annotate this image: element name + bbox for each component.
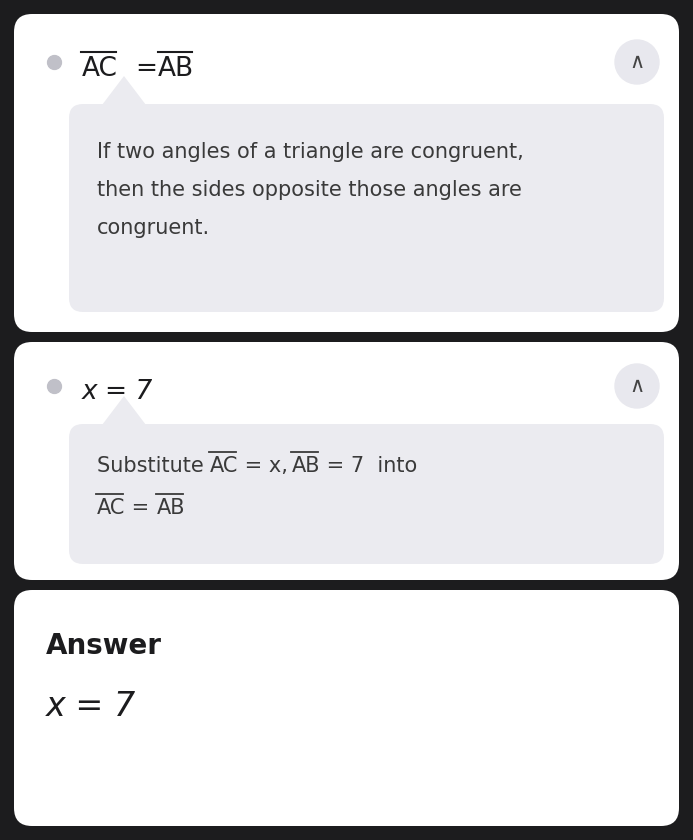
Text: =: = xyxy=(135,56,157,82)
Text: x = 7: x = 7 xyxy=(46,690,137,723)
Text: ∧: ∧ xyxy=(629,52,644,72)
Text: AB: AB xyxy=(292,456,320,476)
Text: AC: AC xyxy=(210,456,238,476)
FancyBboxPatch shape xyxy=(14,590,679,826)
Text: x = 7: x = 7 xyxy=(82,379,153,405)
Text: AB: AB xyxy=(158,56,194,82)
Text: AB: AB xyxy=(157,498,186,518)
Text: = 7  into: = 7 into xyxy=(320,456,417,476)
Text: = x,: = x, xyxy=(238,456,295,476)
Polygon shape xyxy=(102,396,146,425)
Text: congruent.: congruent. xyxy=(97,218,210,238)
FancyBboxPatch shape xyxy=(14,342,679,580)
FancyBboxPatch shape xyxy=(14,14,679,332)
Text: =: = xyxy=(125,498,156,518)
Polygon shape xyxy=(102,76,146,105)
Circle shape xyxy=(615,40,659,84)
Text: If two angles of a triangle are congruent,: If two angles of a triangle are congruen… xyxy=(97,142,524,162)
Text: Answer: Answer xyxy=(46,632,162,660)
Text: AC: AC xyxy=(82,56,118,82)
Circle shape xyxy=(615,364,659,408)
FancyBboxPatch shape xyxy=(69,104,664,312)
Text: ∧: ∧ xyxy=(629,376,644,396)
Text: then the sides opposite those angles are: then the sides opposite those angles are xyxy=(97,180,522,200)
Text: Substitute: Substitute xyxy=(97,456,211,476)
FancyBboxPatch shape xyxy=(69,424,664,564)
Text: AC: AC xyxy=(97,498,125,518)
